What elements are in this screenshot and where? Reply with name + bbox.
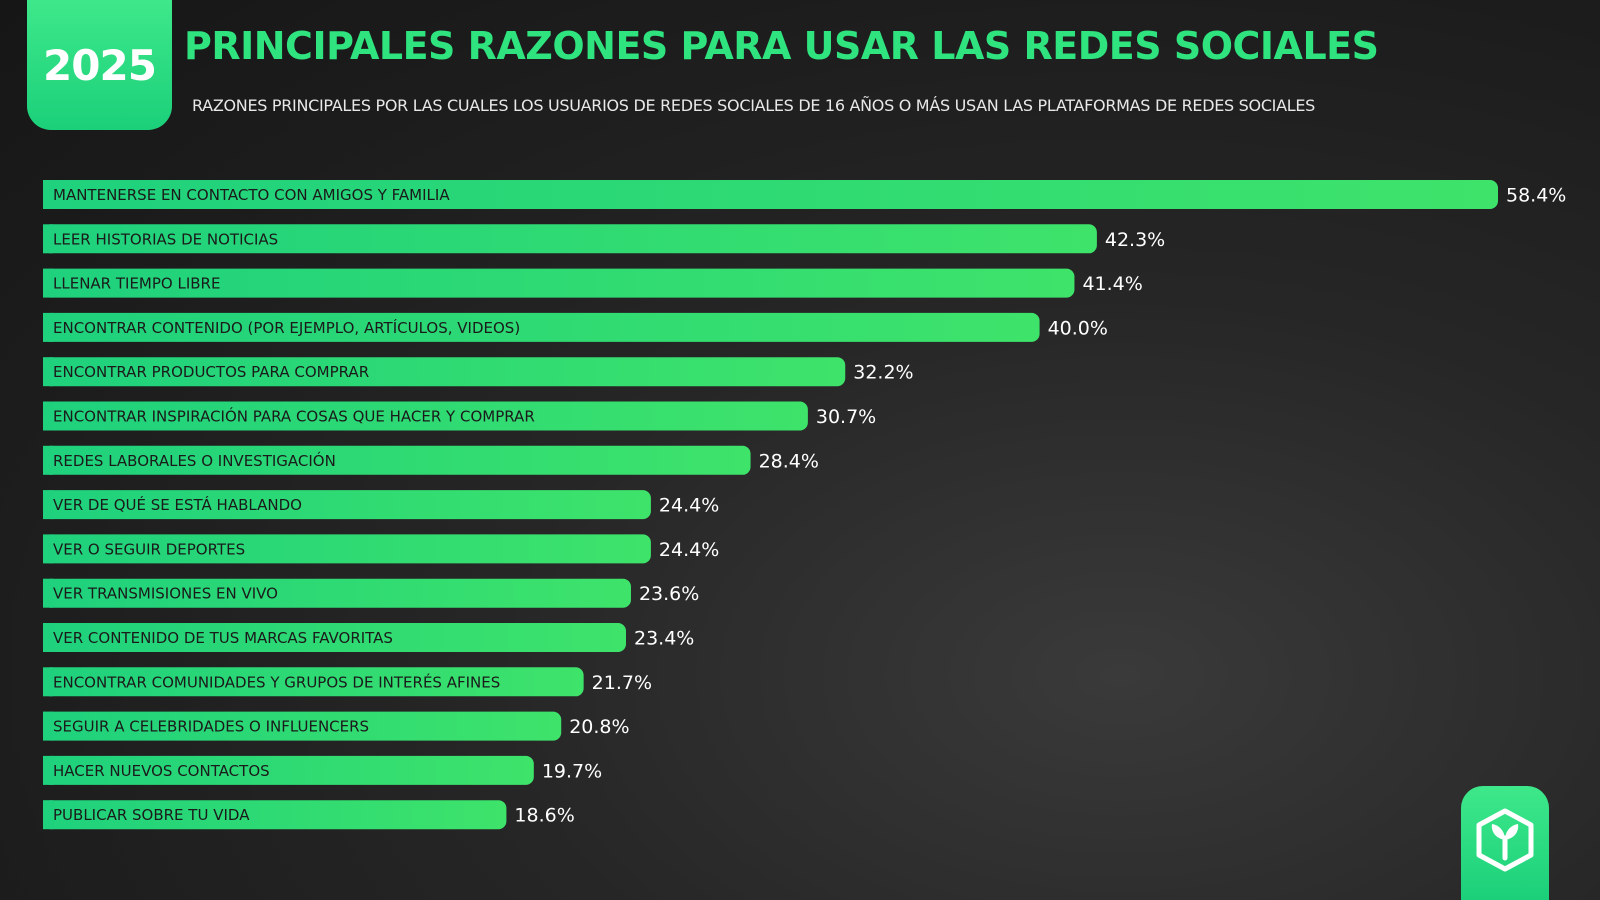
bars-group: MANTENERSE EN CONTACTO CON AMIGOS Y FAMI… xyxy=(43,180,1566,830)
bar-value-label: 28.4% xyxy=(759,450,819,472)
bar-value-label: 30.7% xyxy=(816,406,876,428)
year-label: 2025 xyxy=(43,40,157,90)
bar xyxy=(43,667,584,697)
bar-left-edge xyxy=(43,755,53,785)
bar xyxy=(43,800,507,830)
bar-left-edge xyxy=(43,623,53,652)
bar xyxy=(43,711,562,741)
bar-value-label: 24.4% xyxy=(659,495,719,517)
bar-value-label: 24.4% xyxy=(659,539,719,561)
bar xyxy=(43,224,1097,254)
bar-value-label: 23.4% xyxy=(634,628,694,650)
bar-value-label: 19.7% xyxy=(542,760,602,782)
bar-left-edge xyxy=(43,357,53,387)
bar-category-label: ENCONTRAR COMUNIDADES Y GRUPOS DE INTERÉ… xyxy=(53,672,500,691)
bar-category-label: VER DE QUÉ SE ESTÁ HABLANDO xyxy=(53,495,302,514)
year-badge: 2025 xyxy=(27,0,172,130)
bar-category-label: LLENAR TIEMPO LIBRE xyxy=(53,275,220,293)
bar-category-label: ENCONTRAR CONTENIDO (POR EJEMPLO, ARTÍCU… xyxy=(53,318,520,337)
bar xyxy=(43,268,1075,298)
bar xyxy=(43,490,651,520)
bar-value-label: 23.6% xyxy=(639,583,699,605)
bar-left-edge xyxy=(43,800,53,830)
bar-left-edge xyxy=(43,534,53,564)
bar-value-label: 18.6% xyxy=(514,805,574,827)
bar xyxy=(43,357,846,387)
bar-value-label: 42.3% xyxy=(1105,229,1165,251)
brand-logo xyxy=(1461,786,1549,900)
bar-left-edge xyxy=(43,180,53,209)
chart-title: PRINCIPALES RAZONES PARA USAR LAS REDES … xyxy=(184,24,1379,68)
bar-left-edge xyxy=(43,445,53,475)
bar-category-label: SEGUIR A CELEBRIDADES O INFLUENCERS xyxy=(53,718,369,736)
bar-category-label: LEER HISTORIAS DE NOTICIAS xyxy=(53,230,278,248)
bar-left-edge xyxy=(43,490,53,520)
bar-value-label: 32.2% xyxy=(853,362,913,384)
bar-category-label: ENCONTRAR INSPIRACIÓN PARA COSAS QUE HAC… xyxy=(53,407,535,426)
bar xyxy=(43,445,751,475)
bar-category-label: VER O SEGUIR DEPORTES xyxy=(53,540,245,558)
bar-category-label: REDES LABORALES O INVESTIGACIÓN xyxy=(53,451,336,470)
bar-left-edge xyxy=(43,578,53,608)
bar xyxy=(43,312,1040,342)
sprout-hexagon-icon xyxy=(1476,808,1534,872)
bar-value-label: 41.4% xyxy=(1082,273,1142,295)
bar xyxy=(43,755,534,785)
bar-category-label: ENCONTRAR PRODUCTOS PARA COMPRAR xyxy=(53,363,369,381)
bar-left-edge xyxy=(43,224,53,254)
bar-left-edge xyxy=(43,401,53,431)
bar-category-label: HACER NUEVOS CONTACTOS xyxy=(53,762,270,780)
bar-category-label: VER CONTENIDO DE TUS MARCAS FAVORITAS xyxy=(53,629,393,647)
bar-left-edge xyxy=(43,312,53,342)
bar xyxy=(43,623,626,652)
bar xyxy=(43,534,651,564)
bar xyxy=(43,401,808,431)
bar-category-label: MANTENERSE EN CONTACTO CON AMIGOS Y FAMI… xyxy=(53,186,450,204)
bar-value-label: 21.7% xyxy=(592,672,652,694)
bar-category-label: PUBLICAR SOBRE TU VIDA xyxy=(53,806,250,824)
bar-value-label: 20.8% xyxy=(569,716,629,738)
chart-subtitle: RAZONES PRINCIPALES POR LAS CUALES LOS U… xyxy=(192,96,1316,115)
bar-left-edge xyxy=(43,667,53,697)
bar-value-label: 40.0% xyxy=(1048,317,1108,339)
bar-left-edge xyxy=(43,711,53,741)
bar-value-label: 58.4% xyxy=(1506,185,1566,207)
bar xyxy=(43,578,631,608)
bar xyxy=(43,180,1498,209)
bar-left-edge xyxy=(43,268,53,298)
bar-category-label: VER TRANSMISIONES EN VIVO xyxy=(53,585,278,603)
